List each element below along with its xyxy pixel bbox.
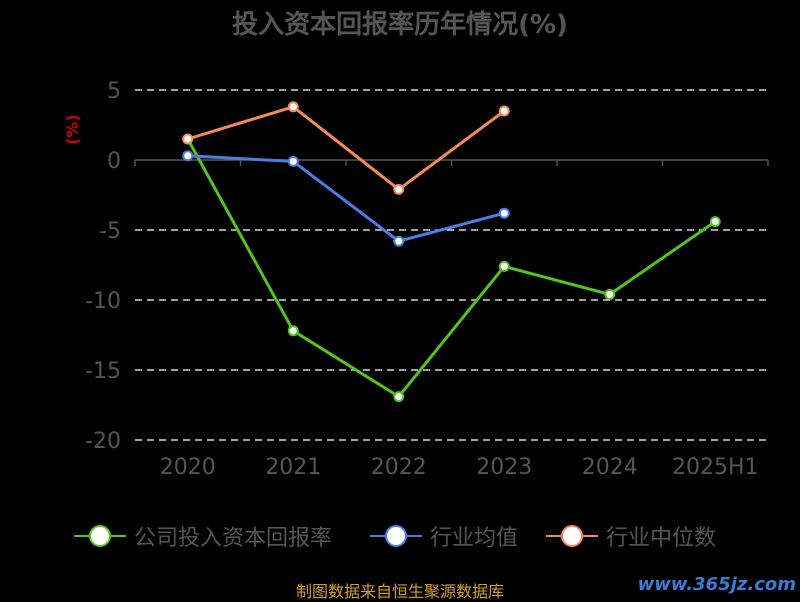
data-point[interactable]: [182, 150, 194, 162]
legend-marker-company: [74, 525, 126, 547]
y-tick-label: 0: [107, 149, 121, 174]
data-point[interactable]: [604, 288, 616, 300]
data-point[interactable]: [182, 133, 194, 145]
y-tick-label: -20: [85, 429, 121, 454]
x-tick-label: 2025H1: [672, 455, 759, 480]
x-tick-label: 2020: [160, 455, 216, 480]
data-point[interactable]: [287, 325, 299, 337]
series-line: [186, 138, 717, 399]
y-tick-label: -10: [85, 289, 121, 314]
series-0: [182, 133, 721, 403]
data-point[interactable]: [498, 105, 510, 117]
legend-item-company[interactable]: 公司投入资本回报率: [74, 516, 332, 556]
legend-label-industry-median: 行业中位数: [606, 526, 717, 551]
data-point[interactable]: [709, 216, 721, 228]
data-point[interactable]: [393, 183, 405, 195]
data-point[interactable]: [498, 260, 510, 272]
data-source-note: 制图数据来自恒生聚源数据库: [295, 582, 504, 601]
data-point[interactable]: [498, 207, 510, 219]
chart-title: 投入资本回报率历年情况(%): [232, 10, 568, 40]
series-1: [182, 150, 510, 247]
x-tick-label: 2021: [265, 455, 321, 480]
legend: 公司投入资本回报率 行业均值 行业中位数: [0, 516, 800, 556]
legend-item-industry-avg[interactable]: 行业均值: [370, 516, 518, 556]
data-point[interactable]: [393, 235, 405, 247]
x-tick-label: 2022: [371, 455, 427, 480]
legend-item-industry-median[interactable]: 行业中位数: [546, 516, 716, 556]
legend-marker-industry-median: [546, 525, 598, 547]
data-point[interactable]: [287, 101, 299, 113]
data-point[interactable]: [393, 391, 405, 403]
legend-label-company: 公司投入资本回报率: [134, 526, 333, 551]
grid-layer: [135, 89, 768, 441]
legend-label-industry-avg: 行业均值: [430, 526, 519, 551]
series-line: [187, 154, 505, 243]
y-tick-label: -5: [99, 219, 121, 244]
y-tick-label: -15: [85, 359, 121, 384]
axis-layer: 5 0 -5 -10 -15 -20 2020 2021 2022 2023 2024 2025H1: [85, 79, 769, 480]
series-line: [187, 105, 506, 191]
x-tick-label: 2024: [582, 455, 638, 480]
data-point[interactable]: [287, 155, 299, 167]
series-2: [182, 101, 510, 195]
x-tick-label: 2023: [476, 455, 532, 480]
series-layer: [182, 101, 721, 403]
legend-marker-industry-avg: [370, 525, 422, 547]
watermark: www.365jz.com: [637, 574, 796, 595]
y-tick-label: 5: [107, 79, 121, 104]
